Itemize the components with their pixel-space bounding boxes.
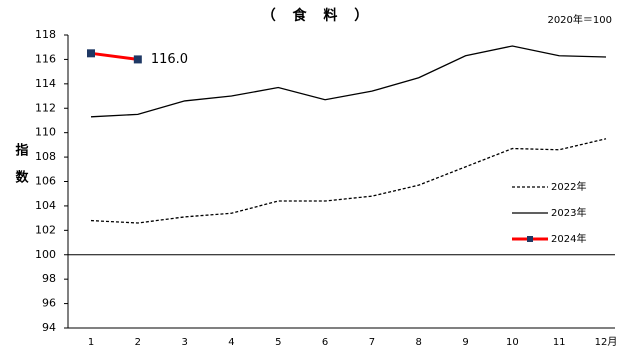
y-tick-label: 106 [35,175,56,188]
chart-title: （ 食 料 ） [262,7,375,24]
x-tick-label: 3 [181,337,187,348]
series-line [90,138,607,224]
y-tick-label: 112 [35,101,56,114]
legend-marker [527,236,533,242]
x-tick-label: 9 [462,337,468,348]
x-tick-label: 6 [322,337,328,348]
chart-subtitle: 2020年＝100 [547,13,612,26]
legend-label: 2023年 [551,206,586,219]
y-tick-label: 100 [35,248,56,261]
x-tick-label: 12月 [595,336,618,348]
y-tick-label: 118 [35,28,56,41]
y-tick-label: 102 [35,223,56,236]
y-tick-label: 114 [35,77,56,90]
series-line [90,51,139,61]
y-tick-label: 116 [35,52,56,65]
x-tick-label: 2 [135,337,141,348]
y-tick-label: 104 [35,199,56,212]
x-tick-label: 11 [553,337,566,348]
x-tick-label: 7 [369,337,375,348]
y-tick-label: 94 [42,321,56,334]
x-tick-label: 8 [416,337,422,348]
x-tick-label: 10 [506,337,519,348]
data-label: 116.0 [151,52,188,67]
y-tick-label: 110 [35,126,56,139]
x-tick-label: 5 [275,337,281,348]
legend-label: 2022年 [551,180,586,193]
legend-label: 2024年 [551,232,586,245]
y-tick-label: 98 [42,272,56,285]
y-tick-label: 96 [42,297,56,310]
y-axis-label: 指数 [13,142,29,197]
series-line [90,45,607,118]
y-tick-label: 108 [35,150,56,163]
x-tick-label: 1 [88,337,94,348]
x-tick-label: 4 [228,337,234,348]
marker [133,55,142,64]
marker [87,49,95,58]
